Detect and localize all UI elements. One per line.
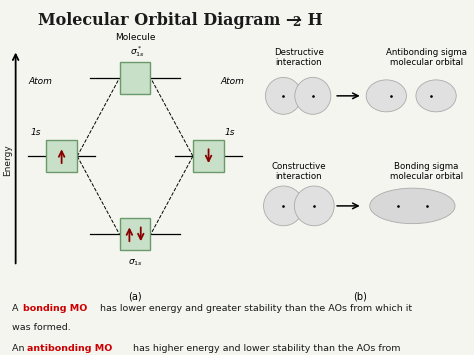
Ellipse shape	[366, 80, 406, 112]
FancyBboxPatch shape	[119, 218, 150, 250]
Text: $\sigma_{1s}$: $\sigma_{1s}$	[128, 257, 143, 268]
Text: An: An	[12, 344, 27, 353]
Text: Molecular Orbital Diagram — H: Molecular Orbital Diagram — H	[38, 12, 322, 29]
Text: 1s: 1s	[30, 128, 41, 137]
Text: Molecule: Molecule	[115, 33, 155, 42]
Ellipse shape	[294, 186, 334, 226]
Text: 2: 2	[292, 16, 301, 29]
Text: was formed.: was formed.	[12, 323, 71, 332]
FancyBboxPatch shape	[46, 140, 77, 172]
Ellipse shape	[295, 77, 331, 114]
FancyBboxPatch shape	[119, 62, 150, 94]
Text: has lower energy and greater stability than the AOs from which it: has lower energy and greater stability t…	[97, 304, 412, 312]
Text: Atom: Atom	[28, 77, 52, 86]
Text: (b): (b)	[353, 291, 367, 301]
FancyBboxPatch shape	[193, 140, 224, 172]
Text: bonding MO: bonding MO	[23, 304, 87, 312]
Text: Antibonding sigma
molecular orbital: Antibonding sigma molecular orbital	[386, 48, 467, 67]
Ellipse shape	[264, 186, 303, 226]
Text: 1s: 1s	[225, 128, 235, 137]
Text: $\sigma^*_{1s}$: $\sigma^*_{1s}$	[130, 44, 145, 59]
Ellipse shape	[416, 80, 456, 112]
Text: (a): (a)	[128, 291, 142, 301]
Text: Constructive
interaction: Constructive interaction	[271, 162, 326, 181]
Text: has higher energy and lower stability than the AOs from: has higher energy and lower stability th…	[130, 344, 401, 353]
Text: A: A	[12, 304, 21, 312]
Ellipse shape	[265, 77, 301, 114]
Ellipse shape	[370, 188, 455, 224]
Text: Destructive
interaction: Destructive interaction	[273, 48, 324, 67]
Text: Energy: Energy	[3, 144, 12, 176]
Text: Atom: Atom	[220, 77, 244, 86]
Text: antibonding MO: antibonding MO	[27, 344, 113, 353]
Text: Bonding sigma
molecular orbital: Bonding sigma molecular orbital	[390, 162, 463, 181]
